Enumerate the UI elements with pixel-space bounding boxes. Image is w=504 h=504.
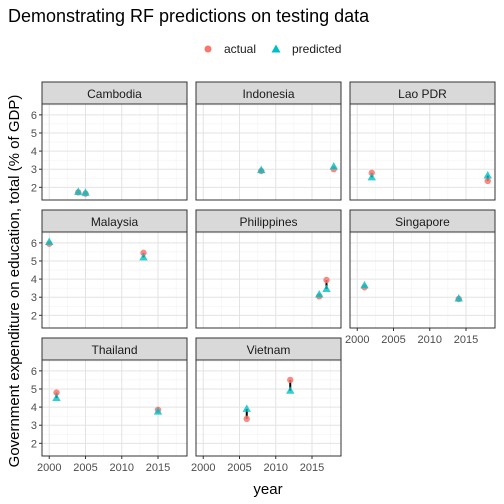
panel-border [41,231,188,329]
panel-border [195,359,342,457]
strip-label: Thailand [91,343,137,357]
panel-border [195,103,342,201]
y-tick-label: 3 [31,164,37,176]
actual-point [243,415,250,423]
predicted-point [81,188,90,196]
predicted-point [52,393,61,402]
y-tick-label: 5 [31,256,37,268]
x-tick-label: 2000 [37,462,61,474]
predicted-point [242,404,251,412]
strip-label: Vietnam [247,343,291,357]
actual-point [53,389,60,396]
y-tick-label: 6 [31,366,37,378]
legend-predicted-marker [271,44,281,53]
panel-background [350,104,495,200]
predicted-point [153,407,163,415]
y-axis-title: Government expenditure on education, tot… [6,95,23,468]
predicted-point [360,280,369,289]
actual-point [323,276,330,284]
y-tick-label: 2 [31,182,37,194]
panel-thailand: Thailand 2 3 4 5 6 2000 2005 2010 2015 [31,337,188,474]
x-tick-label: 2005 [73,462,97,474]
panel-border [41,103,188,201]
predicted-point [74,187,83,195]
y-tick-label: 2 [31,438,37,450]
x-axis-title: year [253,481,282,498]
panel-background [196,360,341,456]
panel-border [349,231,496,329]
panel-indonesia: Indonesia [195,81,342,201]
y-tick-label: 4 [31,402,37,414]
y-tick-label: 2 [31,310,37,322]
predicted-point [483,171,492,179]
actual-point [368,169,375,177]
panel-background [42,232,187,328]
predicted-point [329,161,338,170]
x-tick-label: 2010 [264,462,288,474]
facet-panels: Cambodia 2 3 4 5 6 Indonesia Lao PDR Malaysia 2 3 4… [31,81,496,474]
panel-vietnam: Vietnam 2000 2005 2010 2015 [191,337,342,474]
predicted-point [315,289,324,298]
y-tick-label: 5 [31,128,37,140]
y-tick-label: 4 [31,146,37,158]
predicted-point [45,237,54,245]
x-tick-label: 2005 [381,334,405,346]
x-tick-label: 2010 [418,334,442,346]
predicted-point [322,284,331,293]
legend-predicted-label: predicted [292,42,341,56]
y-tick-label: 6 [31,110,37,122]
panel-border [41,359,188,457]
panel-singapore: Singapore 2000 2005 2010 2015 [345,209,496,346]
x-tick-label: 2000 [191,462,215,474]
y-tick-label: 6 [31,238,37,250]
strip-label: Philippines [239,215,297,229]
panel-background [196,232,341,328]
actual-point [140,249,147,257]
panel-background [42,360,187,456]
panel-philippines: Philippines [195,209,342,329]
predicted-point [257,165,266,174]
x-tick-label: 2000 [345,334,369,346]
actual-point [484,177,491,185]
chart-title: Demonstrating RF predictions on testing … [8,6,370,26]
panel-lao-pdr: Lao PDR [349,81,496,201]
legend-actual-marker [204,45,212,53]
panel-cambodia: Cambodia 2 3 4 5 6 [31,81,188,201]
strip-label: Lao PDR [398,87,447,101]
actual-point [287,376,294,384]
panel-background [42,104,187,200]
legend: actual predicted [204,42,341,56]
panel-malaysia: Malaysia 2 3 4 5 6 [31,209,188,329]
x-tick-label: 2015 [454,334,478,346]
legend-actual-label: actual [224,42,256,56]
x-tick-label: 2015 [300,462,324,474]
predicted-point [367,172,376,181]
x-tick-label: 2010 [110,462,134,474]
predicted-point [139,252,148,261]
panel-border [195,231,342,329]
y-tick-label: 4 [31,274,37,286]
x-tick-label: 2015 [146,462,170,474]
strip-label: Indonesia [242,87,294,101]
y-tick-label: 5 [31,384,37,396]
y-tick-label: 3 [31,292,37,304]
panel-background [196,104,341,200]
y-tick-label: 3 [31,420,37,432]
strip-label: Cambodia [87,87,142,101]
panel-border [349,103,496,201]
panel-background [350,232,495,328]
predicted-point [454,293,463,302]
strip-label: Malaysia [91,215,139,229]
predicted-point [286,386,295,394]
x-tick-label: 2005 [227,462,251,474]
strip-label: Singapore [395,215,450,229]
